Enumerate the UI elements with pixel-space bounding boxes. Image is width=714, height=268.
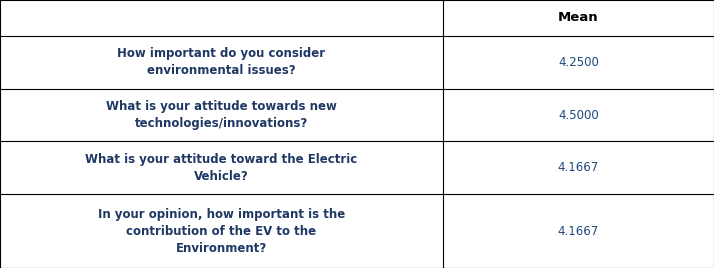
Text: 4.1667: 4.1667 — [558, 161, 599, 174]
Text: 4.2500: 4.2500 — [558, 56, 599, 69]
Text: What is your attitude towards new
technologies/innovations?: What is your attitude towards new techno… — [106, 100, 337, 130]
Text: Mean: Mean — [558, 12, 598, 24]
Text: What is your attitude toward the Electric
Vehicle?: What is your attitude toward the Electri… — [85, 153, 358, 183]
Text: 4.5000: 4.5000 — [558, 109, 599, 121]
Text: In your opinion, how important is the
contribution of the EV to the
Environment?: In your opinion, how important is the co… — [98, 208, 345, 255]
Text: 4.1667: 4.1667 — [558, 225, 599, 237]
Text: How important do you consider
environmental issues?: How important do you consider environmen… — [117, 47, 326, 77]
